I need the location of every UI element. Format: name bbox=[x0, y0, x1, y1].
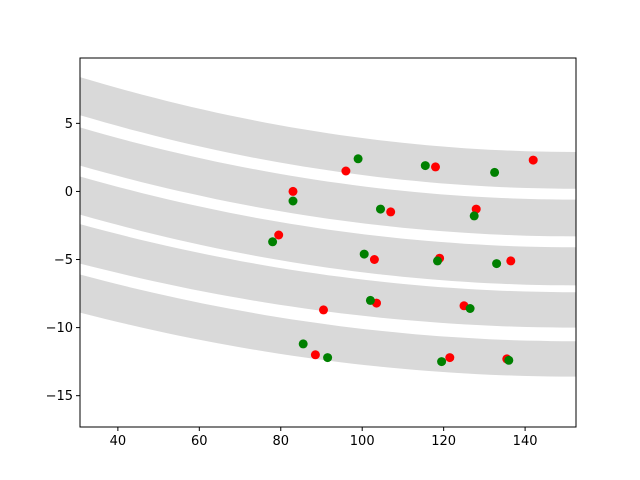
band-1 bbox=[80, 77, 576, 189]
point-s2-12 bbox=[465, 304, 475, 313]
band-5 bbox=[80, 274, 576, 377]
point-s1-3 bbox=[528, 155, 538, 165]
x-tick-label: 80 bbox=[272, 434, 289, 449]
bands-layer bbox=[80, 77, 576, 377]
x-tick-label: 140 bbox=[513, 434, 538, 449]
point-s1-10 bbox=[506, 256, 516, 266]
x-tick-label: 40 bbox=[110, 434, 127, 449]
point-s2-11 bbox=[365, 295, 375, 305]
x-tick-label: 120 bbox=[431, 434, 456, 449]
y-axis: 5 0 −5 −10 −15 bbox=[46, 117, 80, 404]
point-s1-15 bbox=[445, 353, 455, 363]
point-s2-13 bbox=[298, 339, 308, 349]
y-tick-label: −5 bbox=[54, 253, 73, 268]
point-s2-15 bbox=[437, 357, 447, 367]
point-s1-5 bbox=[386, 207, 396, 217]
x-tick-label: 60 bbox=[191, 434, 208, 449]
point-s2-4 bbox=[288, 196, 298, 206]
point-s2-10 bbox=[492, 259, 502, 269]
point-s2-3 bbox=[490, 167, 500, 177]
y-tick-label: 0 bbox=[65, 185, 73, 200]
point-s2-7 bbox=[268, 237, 278, 247]
points-layer bbox=[268, 154, 538, 367]
plot-frame bbox=[79, 57, 577, 428]
point-s1-7 bbox=[274, 230, 284, 240]
point-s2-16 bbox=[504, 355, 514, 365]
y-tick-label: −10 bbox=[46, 321, 73, 336]
point-s1-8 bbox=[369, 255, 379, 264]
band-2 bbox=[80, 127, 576, 237]
y-tick-label: −15 bbox=[46, 389, 73, 404]
point-s2-1 bbox=[353, 154, 363, 164]
point-s2-5 bbox=[376, 204, 385, 214]
x-tick-label: 100 bbox=[350, 434, 375, 449]
point-s1-11 bbox=[319, 305, 328, 315]
band-4 bbox=[80, 224, 576, 328]
point-s2-9 bbox=[433, 256, 442, 266]
point-s2-14 bbox=[323, 353, 333, 363]
point-s1-6 bbox=[471, 204, 481, 214]
point-s2-8 bbox=[359, 249, 369, 259]
point-s1-2 bbox=[431, 162, 440, 172]
point-s1-14 bbox=[310, 350, 320, 360]
band-3 bbox=[80, 176, 576, 286]
point-s2-6 bbox=[469, 211, 479, 221]
point-s1-4 bbox=[288, 186, 298, 196]
point-s1-1 bbox=[341, 166, 351, 176]
x-axis: 40 60 80 100 120 140 bbox=[110, 427, 538, 449]
y-tick-label: 5 bbox=[65, 117, 73, 132]
point-s2-2 bbox=[420, 161, 430, 171]
